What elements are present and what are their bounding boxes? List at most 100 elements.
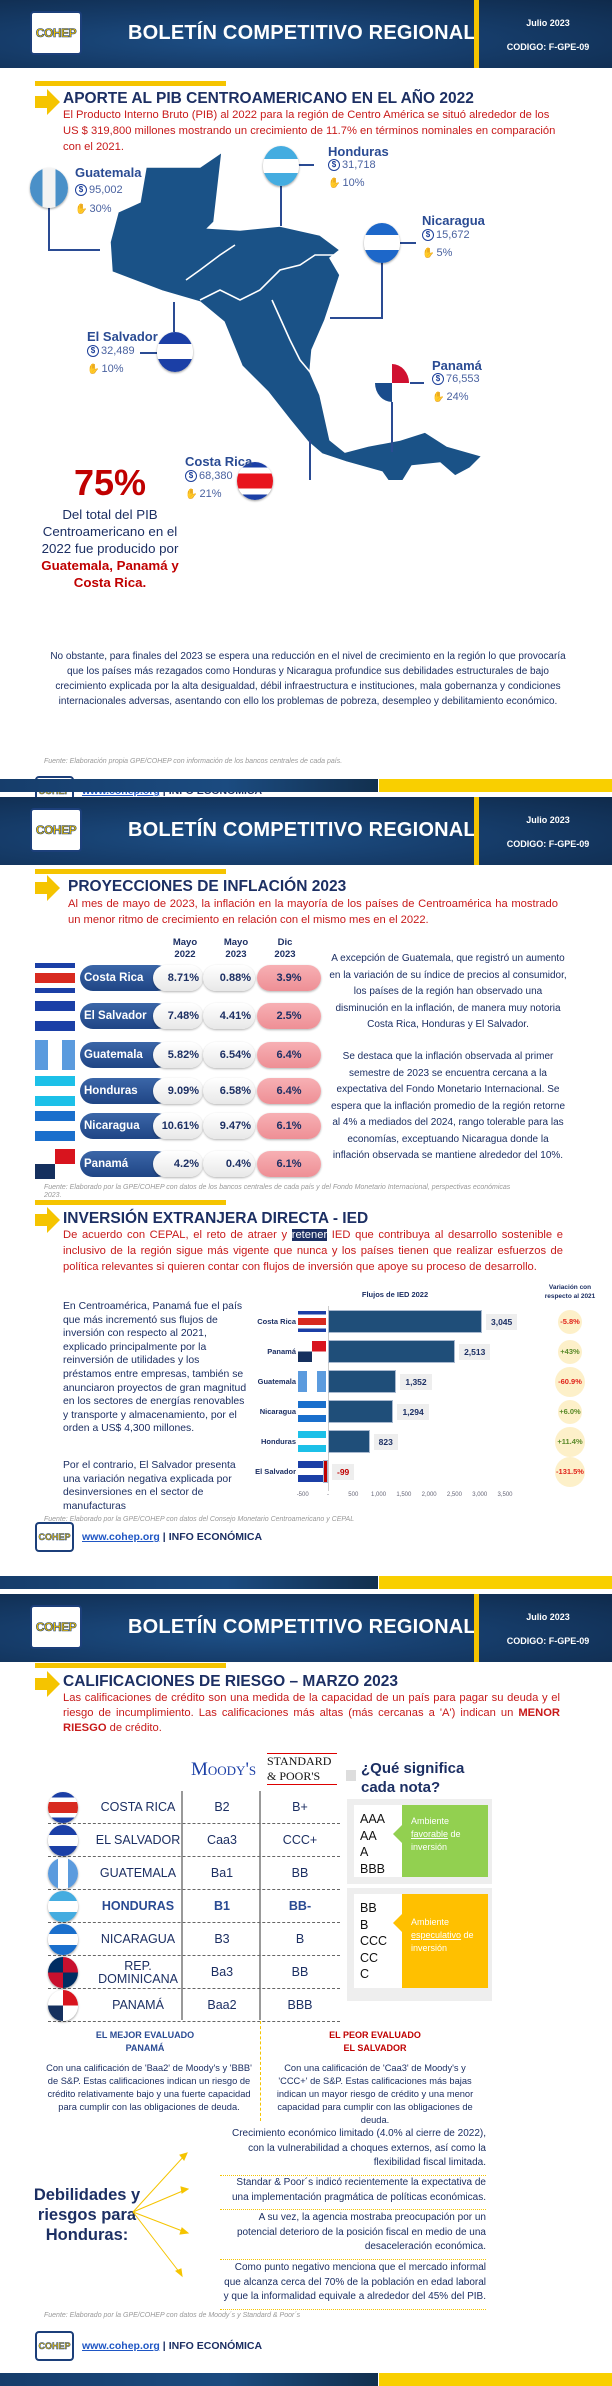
value-may-2022: 7.48%	[153, 1003, 203, 1029]
country-name: Nicaragua	[422, 213, 485, 228]
pib-paragraph: No obstante, para finales del 2023 se es…	[50, 651, 566, 707]
section-arrow-icon	[35, 1671, 60, 1697]
x-tick-label: 1,000	[371, 1492, 387, 1498]
data-label: 3,045	[485, 1314, 518, 1330]
category-label: Guatemala	[257, 1377, 296, 1386]
section-arrow-icon	[35, 1207, 60, 1233]
risk-row: NICARAGUA B3 B	[48, 1923, 340, 1956]
x-tick-label: 1,500	[396, 1492, 412, 1498]
worst-rated-label: EL PEOR EVALUADO EL SALVADOR	[329, 2030, 421, 2053]
country-flag-icon	[48, 1858, 78, 1889]
x-tick-label: -	[327, 1492, 329, 1498]
country-flag-icon	[298, 1371, 326, 1392]
country-name: Costa Rica	[185, 454, 253, 469]
hand-chart-icon: ✋	[422, 247, 435, 259]
bulletin-date: Julio 2023	[526, 18, 570, 28]
page-divider	[0, 779, 612, 792]
map-connectors	[48, 164, 424, 480]
worst-rated-text: Con una calificación de 'Caa3' de Moody'…	[276, 2063, 474, 2125]
risk-lead: Las calificaciones de crédito son una me…	[63, 1692, 560, 1734]
legend-title: ¿Qué significa cada nota?	[361, 1760, 465, 1796]
data-label: 1,352	[400, 1374, 432, 1390]
variation-badge: +11.4%	[555, 1427, 585, 1457]
risk-row: COSTA RICA B2 B+	[48, 1791, 340, 1824]
ied-text-2: Por el contrario, El Salvador presenta u…	[63, 1460, 236, 1512]
value-dec-2023: 6.4%	[257, 1078, 321, 1104]
pib-share: 30%	[89, 203, 112, 215]
el-salvador-flag-icon	[157, 332, 193, 372]
section-title-inflation: PROYECCIONES DE INFLACIÓN 2023	[68, 878, 347, 895]
footer: COHEP www.cohep.org|INFO ECONÓMICA	[35, 1522, 262, 1552]
cohep-logo: COHEP	[35, 2331, 74, 2361]
page-divider	[0, 2373, 612, 2386]
category-label: Costa Rica	[257, 1317, 296, 1326]
zero-axis	[328, 1306, 329, 1491]
header-divider	[474, 1594, 479, 1662]
source-note: Fuente: Elaborado por la GPE/COHEP con d…	[44, 2312, 301, 2319]
footer-label: INFO ECONÓMICA	[168, 1531, 263, 1543]
x-tick-label: 2,500	[446, 1492, 462, 1498]
country-flag-icon	[48, 1792, 78, 1823]
dollar-icon: $	[75, 184, 87, 196]
guatemala-flag-icon	[30, 168, 68, 208]
country-flag-icon	[48, 1891, 78, 1922]
sp-rating: CCC+	[282, 1833, 318, 1847]
value-may-2022: 4.2%	[153, 1151, 203, 1177]
pib-value: 76,553	[446, 373, 480, 385]
value-dec-2023: 2.5%	[257, 1003, 321, 1029]
section-accent-bar	[35, 81, 226, 86]
weakness-item: Standar & Poor´s indicó recientemente la…	[220, 2176, 486, 2210]
bar	[328, 1430, 370, 1453]
cohep-website-link[interactable]: www.cohep.org	[82, 1531, 160, 1543]
weakness-item: A su vez, la agencia mostraba preocupaci…	[220, 2211, 486, 2260]
section-arrow-icon	[35, 89, 60, 115]
dollar-icon: $	[185, 470, 197, 482]
risk-row: HONDURAS B1 BB-	[48, 1890, 340, 1923]
source-note: Fuente: Elaborado por la GPE/COHEP con d…	[44, 1516, 355, 1523]
hand-chart-icon: ✋	[432, 391, 445, 403]
column-header: Mayo 2023	[223, 937, 249, 960]
country-flag-icon	[298, 1341, 326, 1362]
pib-value: 68,380	[199, 470, 233, 482]
cohep-website-link[interactable]: www.cohep.org	[82, 2340, 160, 2352]
column-divider	[181, 1791, 183, 2020]
pib-share: 24%	[446, 391, 469, 403]
country-name: EL SALVADOR	[95, 1833, 181, 1847]
page-divider	[0, 1576, 612, 1589]
country-name: GUATEMALA	[99, 1866, 177, 1880]
value-dec-2023: 6.1%	[257, 1151, 321, 1177]
legend-description: Ambiente favorable de inversión	[393, 1805, 488, 1877]
country-flag-icon	[48, 1990, 78, 2021]
pib-value: 32,489	[101, 345, 135, 357]
bulletin-header: COHEP BOLETÍN COMPETITIVO REGIONAL Julio…	[0, 797, 612, 865]
legend-favorable: AAA AA A BBB Ambiente favorable de inversió…	[347, 1799, 492, 1884]
cohep-logo: COHEP	[30, 11, 82, 55]
variation-badge: +6.0%	[558, 1400, 582, 1424]
dollar-icon: $	[432, 373, 444, 385]
best-rated-text: Con una calificación de 'Baa2' de Moody'…	[46, 2063, 252, 2112]
country-flag-icon	[48, 1924, 78, 1955]
value-may-2023: 4.41%	[203, 1003, 255, 1029]
value-may-2022: 8.71%	[153, 965, 203, 991]
hand-chart-icon: ✋	[328, 177, 341, 189]
moodys-logo: Moody's	[191, 1759, 257, 1780]
bulletin-title: BOLETÍN COMPETITIVO REGIONAL	[128, 819, 476, 841]
section-accent-bar	[35, 869, 226, 874]
variation-badge: -60.9%	[555, 1367, 585, 1397]
variation-badge: -5.8%	[558, 1310, 582, 1334]
country-name: Guatemala	[75, 165, 142, 180]
moodys-rating: B3	[214, 1932, 230, 1946]
column-divider	[259, 1791, 261, 2020]
country-flag-icon	[35, 1076, 75, 1106]
pib-value: 95,002	[89, 184, 123, 196]
section-accent-bar	[35, 1663, 226, 1668]
variation-badge: -131.5%	[555, 1457, 585, 1487]
country-flag-icon	[48, 1957, 78, 1988]
country-name: HONDURAS	[101, 1899, 175, 1913]
country-flag-icon	[35, 1040, 75, 1070]
source-note: Fuente: Elaboración propia GPE/COHEP con…	[44, 758, 343, 765]
bar	[328, 1400, 394, 1423]
weakness-arrows	[132, 2152, 190, 2278]
dollar-icon: $	[422, 229, 434, 241]
category-label: Panamá	[267, 1347, 296, 1356]
